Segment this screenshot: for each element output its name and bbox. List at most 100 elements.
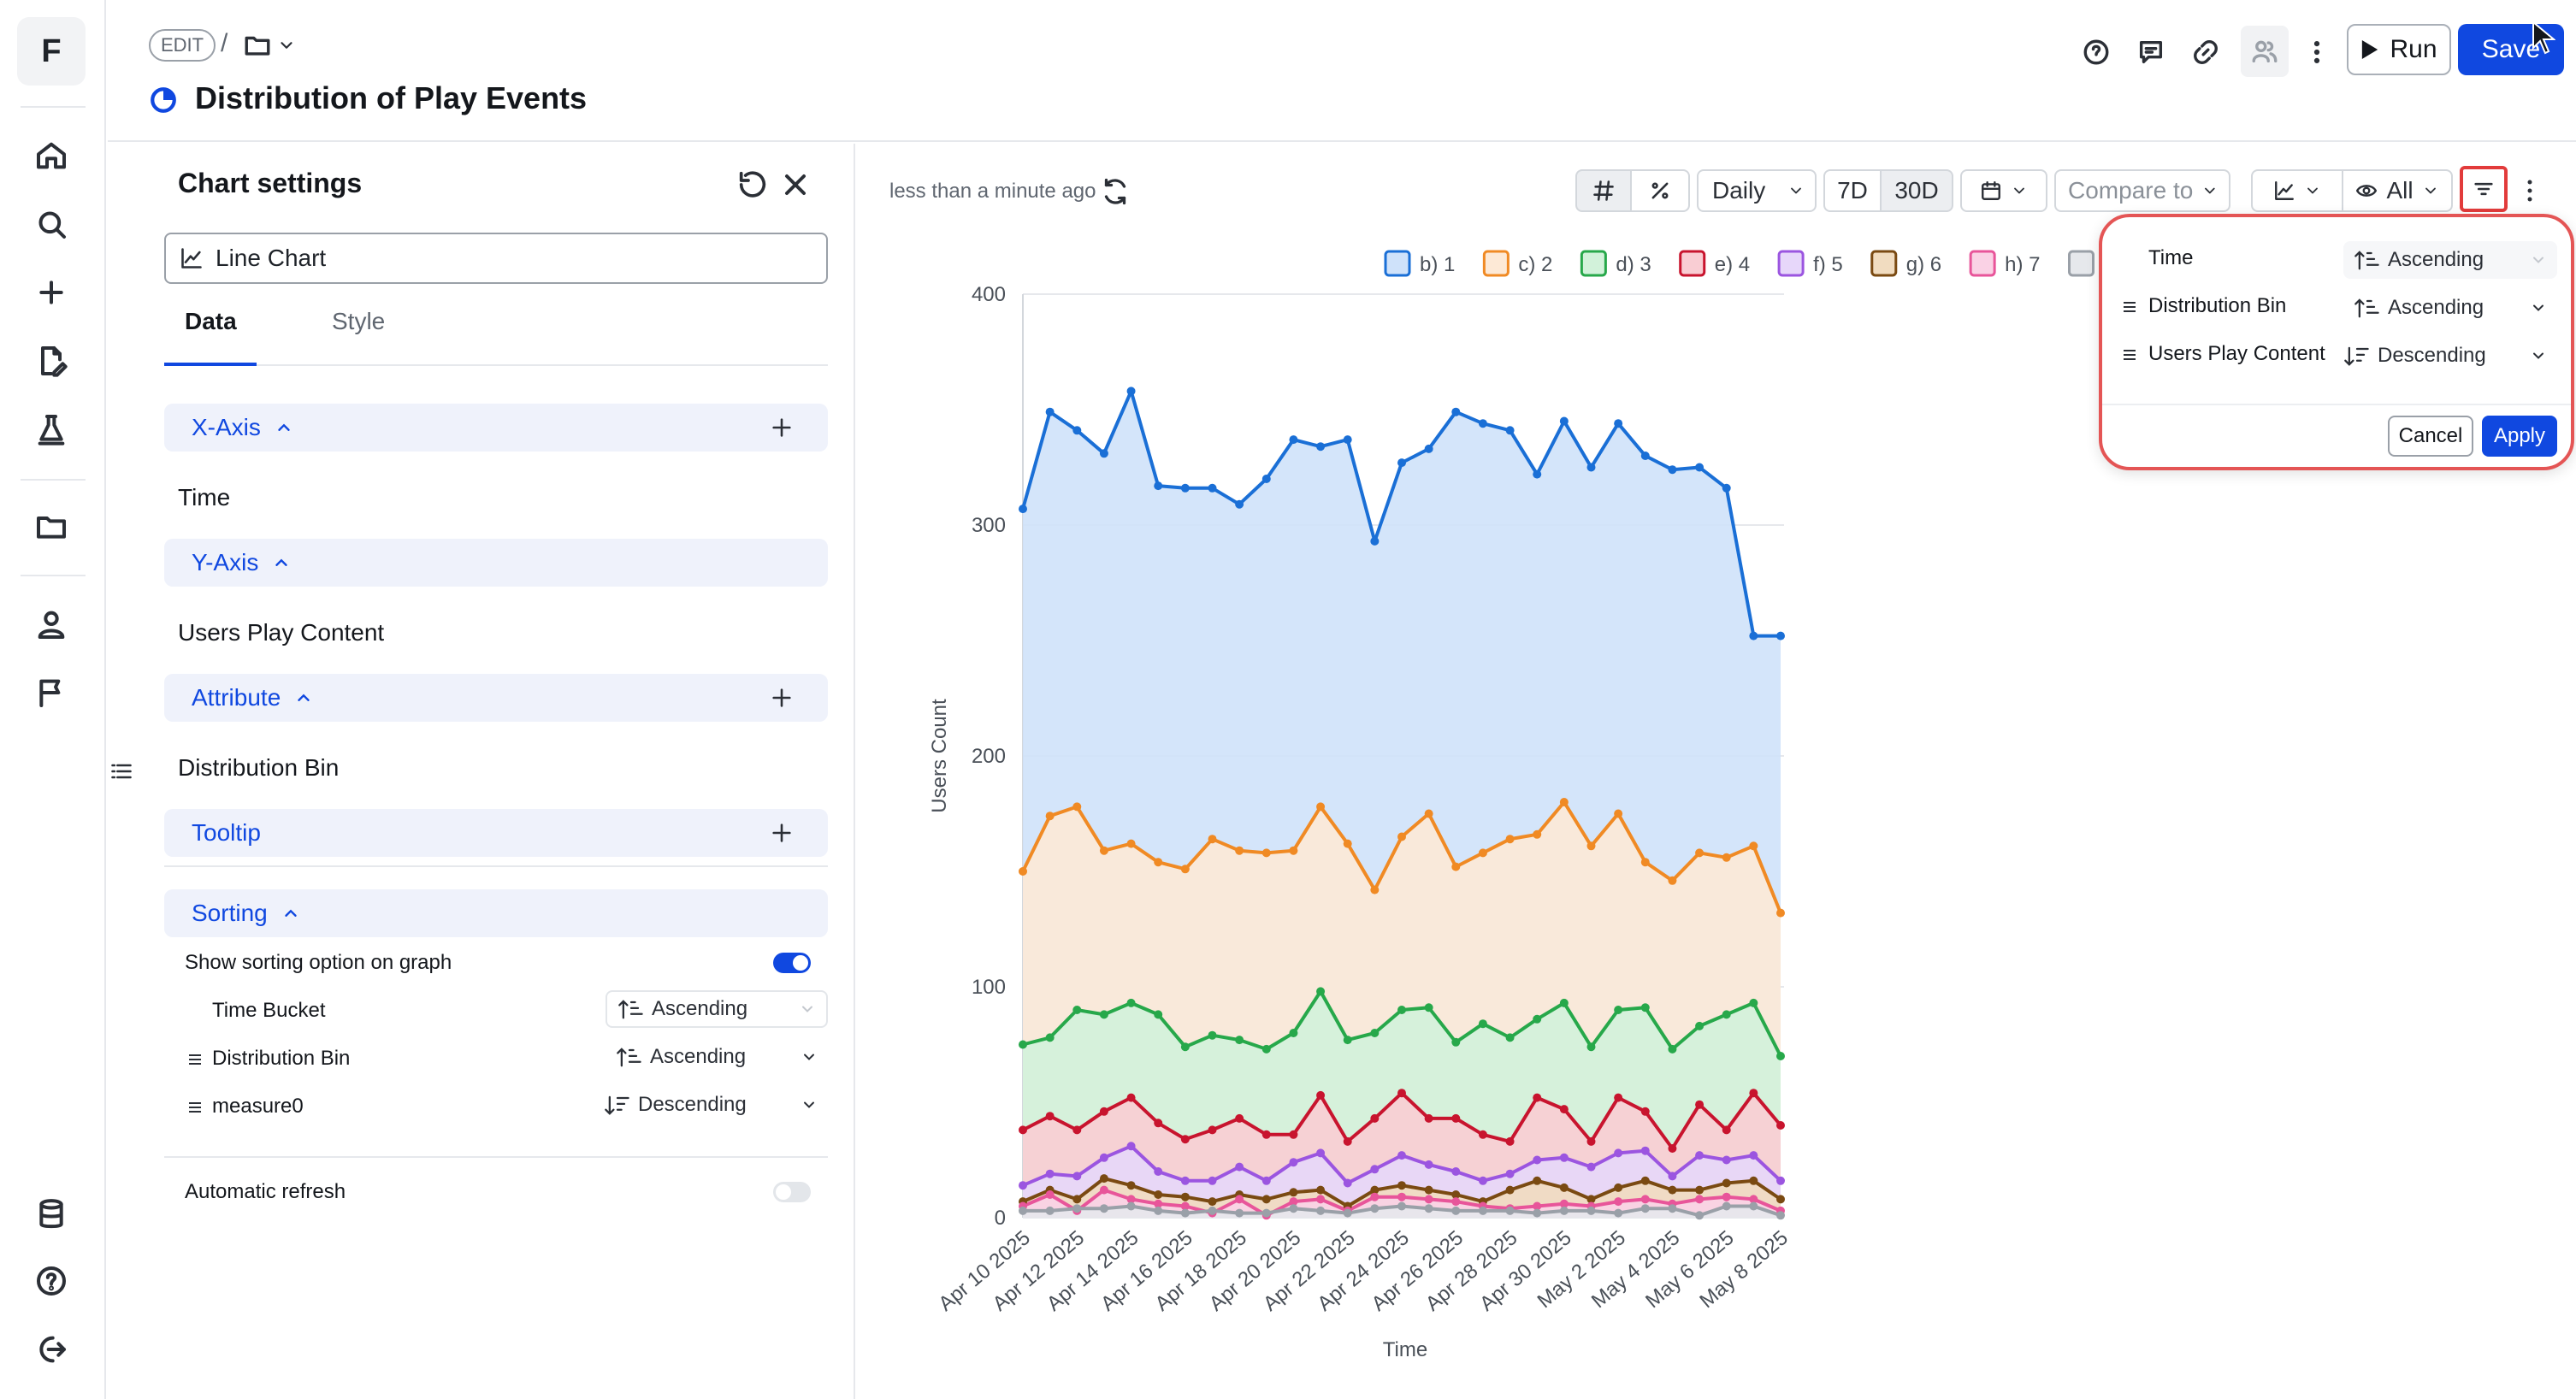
- data-point[interactable]: [1045, 1169, 1055, 1178]
- data-point[interactable]: [1424, 1195, 1433, 1204]
- data-point[interactable]: [1640, 1107, 1650, 1116]
- data-point[interactable]: [1343, 435, 1352, 445]
- data-point[interactable]: [1045, 1190, 1055, 1199]
- data-point[interactable]: [1045, 407, 1055, 416]
- legend-label[interactable]: h) 7: [2005, 253, 2040, 276]
- data-point[interactable]: [1316, 1090, 1326, 1100]
- data-point[interactable]: [1072, 1195, 1082, 1204]
- database-icon[interactable]: [31, 1194, 72, 1235]
- data-point[interactable]: [1695, 1195, 1705, 1204]
- data-point[interactable]: [1505, 1169, 1515, 1178]
- data-point[interactable]: [1668, 1185, 1677, 1195]
- data-point[interactable]: [1749, 998, 1758, 1007]
- sort-order-select[interactable]: Ascending: [606, 1038, 828, 1076]
- data-point[interactable]: [1072, 1172, 1082, 1181]
- data-point[interactable]: [1289, 846, 1298, 855]
- legend-swatch[interactable]: [1384, 250, 1411, 277]
- data-point[interactable]: [1397, 458, 1406, 468]
- data-point[interactable]: [1126, 1195, 1136, 1204]
- data-point[interactable]: [1261, 1130, 1271, 1139]
- drag-handle-icon[interactable]: [2123, 349, 2136, 361]
- data-point[interactable]: [1261, 1044, 1271, 1054]
- data-point[interactable]: [1370, 1165, 1380, 1174]
- data-point[interactable]: [1749, 1195, 1758, 1204]
- range-30d-button[interactable]: 30D: [1880, 169, 1953, 212]
- tab-style[interactable]: Style: [332, 308, 386, 334]
- data-point[interactable]: [1749, 841, 1758, 851]
- data-point[interactable]: [1533, 1201, 1542, 1211]
- data-point[interactable]: [1235, 846, 1244, 855]
- data-point[interactable]: [1424, 1003, 1433, 1012]
- data-point[interactable]: [1235, 1195, 1244, 1204]
- data-point[interactable]: [1316, 1195, 1326, 1204]
- run-button[interactable]: Run: [2347, 24, 2451, 75]
- data-point[interactable]: [1072, 802, 1082, 812]
- data-point[interactable]: [1533, 1093, 1542, 1102]
- data-point[interactable]: [1045, 1112, 1055, 1121]
- data-point[interactable]: [1045, 812, 1055, 821]
- data-point[interactable]: [1749, 1089, 1758, 1098]
- data-point[interactable]: [1668, 1144, 1677, 1153]
- data-point[interactable]: [1586, 1042, 1596, 1052]
- data-point[interactable]: [1397, 1151, 1406, 1160]
- data-point[interactable]: [1424, 1160, 1433, 1169]
- data-point[interactable]: [1451, 1197, 1461, 1207]
- data-point[interactable]: [1261, 475, 1271, 483]
- data-point[interactable]: [1424, 809, 1433, 818]
- data-point[interactable]: [1640, 1146, 1650, 1155]
- data-point[interactable]: [1614, 1006, 1623, 1014]
- data-point[interactable]: [1533, 1176, 1542, 1185]
- data-point[interactable]: [1640, 1176, 1650, 1185]
- data-point[interactable]: [1370, 1204, 1380, 1213]
- legend-label[interactable]: d) 3: [1616, 253, 1651, 276]
- data-point[interactable]: [1208, 1030, 1217, 1040]
- attribute-section[interactable]: Attribute: [164, 674, 828, 722]
- data-point[interactable]: [1072, 1204, 1082, 1213]
- flag-icon[interactable]: [31, 672, 72, 713]
- drag-handle-icon[interactable]: [188, 1054, 202, 1065]
- data-point[interactable]: [1451, 1190, 1461, 1199]
- data-point[interactable]: [1397, 1192, 1406, 1201]
- data-point[interactable]: [1559, 1183, 1569, 1192]
- home-icon[interactable]: [31, 135, 72, 176]
- visibility-select[interactable]: All: [2342, 169, 2453, 212]
- chart-type-toggle[interactable]: [2251, 169, 2343, 212]
- data-point[interactable]: [1695, 848, 1705, 858]
- data-point[interactable]: [1614, 1183, 1623, 1192]
- data-point[interactable]: [1424, 1113, 1433, 1123]
- y-axis-section[interactable]: Y-Axis: [164, 539, 828, 587]
- data-point[interactable]: [1343, 1136, 1352, 1146]
- data-point[interactable]: [1695, 1100, 1705, 1109]
- data-point[interactable]: [1154, 1119, 1163, 1128]
- data-point[interactable]: [1559, 998, 1569, 1007]
- data-point[interactable]: [1668, 1044, 1677, 1054]
- legend-swatch[interactable]: [1482, 250, 1510, 277]
- data-point[interactable]: [1126, 998, 1136, 1007]
- data-point[interactable]: [1586, 1206, 1596, 1215]
- data-point[interactable]: [1533, 1155, 1542, 1165]
- data-point[interactable]: [1614, 1197, 1623, 1207]
- add-tooltip-icon[interactable]: [770, 821, 794, 845]
- data-point[interactable]: [1316, 987, 1326, 996]
- data-point[interactable]: [1559, 1105, 1569, 1114]
- data-point[interactable]: [1099, 1010, 1108, 1019]
- help-icon[interactable]: [2075, 31, 2118, 74]
- data-point[interactable]: [1126, 839, 1136, 848]
- user-icon[interactable]: [31, 604, 72, 645]
- cancel-button[interactable]: Cancel: [2388, 416, 2473, 457]
- data-point[interactable]: [1640, 858, 1650, 867]
- folder-dropdown-button[interactable]: [243, 27, 308, 63]
- data-point[interactable]: [1695, 1211, 1705, 1220]
- data-point[interactable]: [1397, 1006, 1406, 1014]
- data-point[interactable]: [1640, 1195, 1650, 1204]
- sort-order-select[interactable]: Ascending: [606, 990, 828, 1028]
- data-point[interactable]: [1289, 435, 1298, 445]
- data-point[interactable]: [1668, 465, 1677, 475]
- data-point[interactable]: [1614, 1208, 1623, 1218]
- data-point[interactable]: [1019, 1040, 1027, 1049]
- data-point[interactable]: [1586, 841, 1596, 851]
- number-format-button[interactable]: [1575, 169, 1632, 212]
- data-point[interactable]: [1749, 1151, 1758, 1160]
- data-point[interactable]: [1154, 1167, 1163, 1176]
- data-point[interactable]: [1154, 858, 1163, 867]
